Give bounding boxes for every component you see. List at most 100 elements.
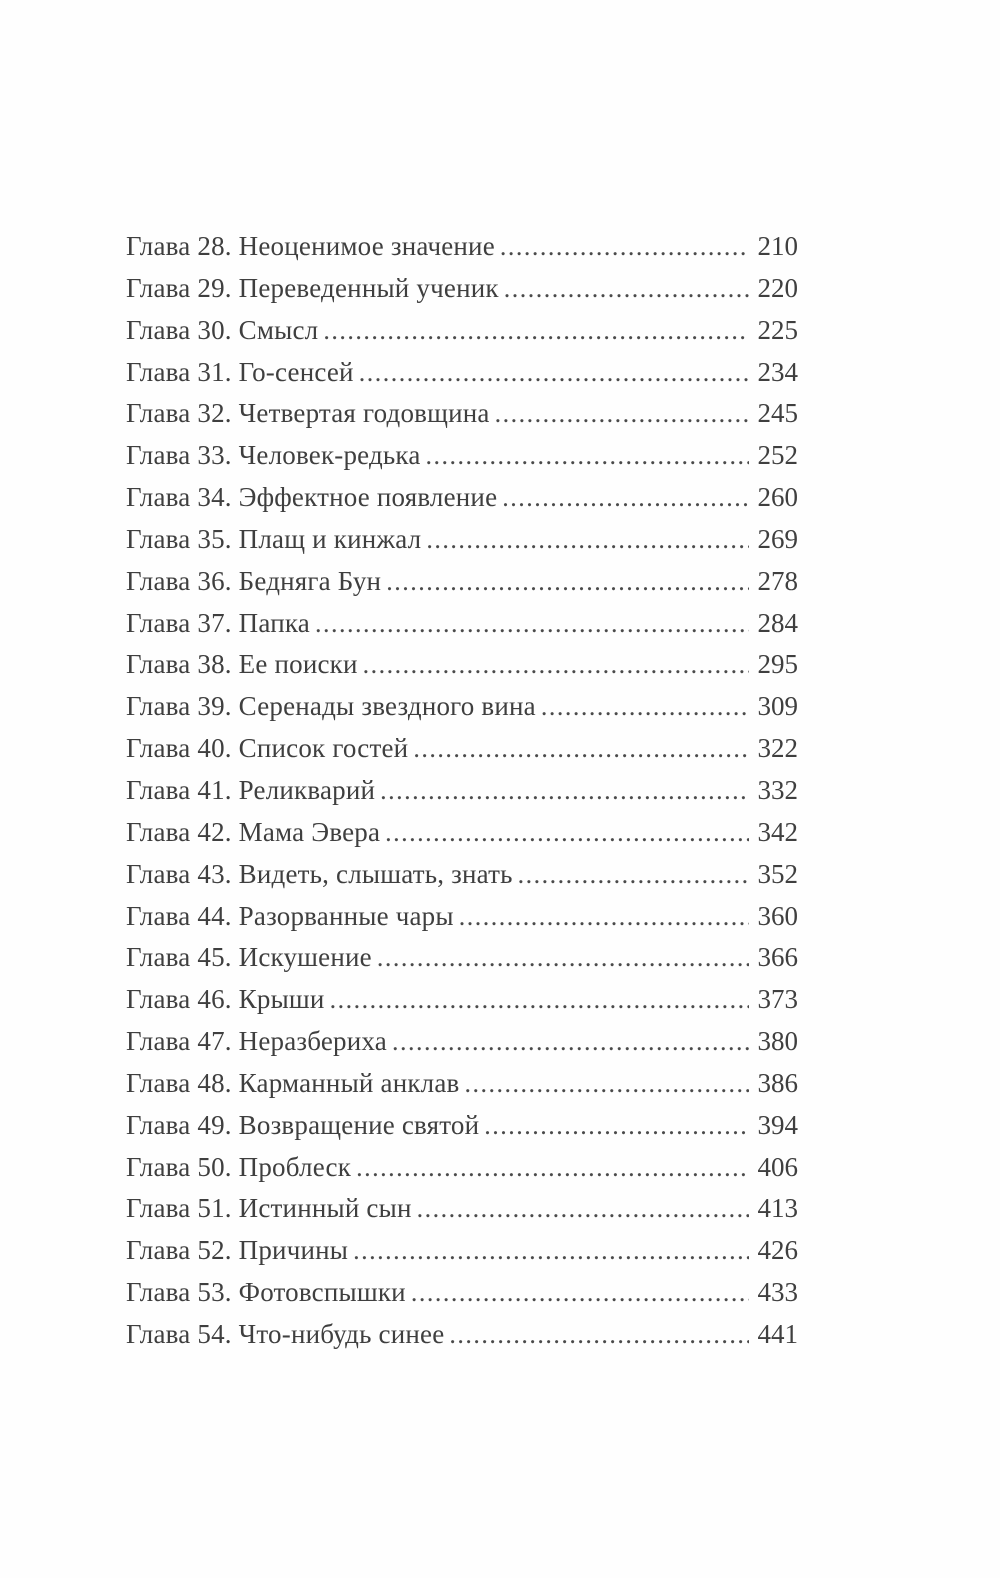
chapter-page-number: 245 xyxy=(757,398,799,429)
chapter-title: Глава 47. Неразбериха xyxy=(126,1026,387,1057)
dot-leader xyxy=(353,1230,748,1272)
chapter-page-number: 234 xyxy=(757,356,799,387)
toc-entry: Глава 44. Разорванные чары 360 xyxy=(126,896,798,938)
chapter-page-number: 252 xyxy=(757,440,799,471)
dot-leader xyxy=(377,937,749,979)
chapter-page-number: 366 xyxy=(757,942,799,973)
toc-entry: Глава 31. Го-сенсей 234 xyxy=(126,352,798,394)
dot-leader xyxy=(363,644,749,686)
chapter-title: Глава 53. Фотовспышки xyxy=(126,1277,406,1308)
toc-entry: Глава 43. Видеть, слышать, знать 352 xyxy=(126,854,798,896)
chapter-title: Глава 49. Возвращение святой xyxy=(126,1109,480,1140)
chapter-title: Глава 48. Карманный анклав xyxy=(126,1067,460,1098)
dot-leader xyxy=(323,310,748,352)
chapter-page-number: 322 xyxy=(757,733,799,764)
chapter-title: Глава 38. Ее поиски xyxy=(126,649,358,680)
chapter-page-number: 309 xyxy=(757,691,799,722)
dot-leader xyxy=(495,393,749,435)
chapter-title: Глава 51. Истинный сын xyxy=(126,1193,412,1224)
toc-entry: Глава 50. Проблеск 406 xyxy=(126,1147,798,1189)
dot-leader xyxy=(411,1272,749,1314)
chapter-page-number: 278 xyxy=(757,565,799,596)
toc-entry: Глава 30. Смысл 225 xyxy=(126,310,798,352)
chapter-page-number: 352 xyxy=(757,858,799,889)
toc-entry: Глава 42. Мама Эвера 342 xyxy=(126,812,798,854)
dot-leader xyxy=(504,268,749,310)
toc-entry: Глава 40. Список гостей 322 xyxy=(126,728,798,770)
chapter-page-number: 441 xyxy=(757,1318,799,1349)
toc-entry: Глава 36. Бедняга Бун 278 xyxy=(126,561,798,603)
chapter-page-number: 269 xyxy=(757,523,799,554)
chapter-title: Глава 52. Причины xyxy=(126,1235,349,1266)
chapter-title: Глава 45. Искушение xyxy=(126,942,372,973)
chapter-title: Глава 35. Плащ и кинжал xyxy=(126,523,422,554)
toc-entry: Глава 45. Искушение 366 xyxy=(126,937,798,979)
chapter-title: Глава 31. Го-сенсей xyxy=(126,356,354,387)
chapter-page-number: 413 xyxy=(757,1193,799,1224)
chapter-title: Глава 29. Переведенный ученик xyxy=(126,272,499,303)
dot-leader xyxy=(413,728,748,770)
chapter-page-number: 380 xyxy=(757,1026,799,1057)
chapter-page-number: 394 xyxy=(757,1109,799,1140)
chapter-title: Глава 42. Мама Эвера xyxy=(126,816,381,847)
chapter-title: Глава 37. Папка xyxy=(126,607,310,638)
dot-leader xyxy=(464,1063,748,1105)
dot-leader xyxy=(359,352,749,394)
toc-entry: Глава 29. Переведенный ученик 220 xyxy=(126,268,798,310)
chapter-title: Глава 43. Видеть, слышать, знать xyxy=(126,858,513,889)
toc-entry: Глава 28. Неоценимое значение 210 xyxy=(126,226,798,268)
chapter-title: Глава 34. Эффектное появление xyxy=(126,482,498,513)
dot-leader xyxy=(392,1021,749,1063)
chapter-page-number: 386 xyxy=(757,1067,799,1098)
dot-leader xyxy=(426,435,749,477)
toc-entry: Глава 54. Что-нибудь синее 441 xyxy=(126,1314,798,1356)
chapter-title: Глава 33. Человек-редька xyxy=(126,440,421,471)
chapter-page-number: 220 xyxy=(757,272,799,303)
dot-leader xyxy=(386,561,748,603)
chapter-page-number: 373 xyxy=(757,984,799,1015)
chapter-page-number: 260 xyxy=(757,482,799,513)
chapter-page-number: 342 xyxy=(757,816,799,847)
toc-entry: Глава 41. Реликварий 332 xyxy=(126,770,798,812)
dot-leader xyxy=(518,854,749,896)
chapter-page-number: 284 xyxy=(757,607,799,638)
chapter-title: Глава 46. Крыши xyxy=(126,984,325,1015)
toc-entry: Глава 35. Плащ и кинжал 269 xyxy=(126,519,798,561)
table-of-contents: Глава 28. Неоценимое значение 210 Глава … xyxy=(126,226,798,1356)
toc-entry: Глава 47. Неразбериха 380 xyxy=(126,1021,798,1063)
dot-leader xyxy=(449,1314,748,1356)
chapter-title: Глава 40. Список гостей xyxy=(126,733,409,764)
dot-leader xyxy=(385,812,748,854)
toc-entry: Глава 49. Возвращение святой 394 xyxy=(126,1105,798,1147)
chapter-page-number: 225 xyxy=(757,314,799,345)
toc-entry: Глава 32. Четвертая годовщина 245 xyxy=(126,393,798,435)
dot-leader xyxy=(541,686,749,728)
toc-entry: Глава 33. Человек-редька 252 xyxy=(126,435,798,477)
chapter-title: Глава 30. Смысл xyxy=(126,314,319,345)
chapter-title: Глава 28. Неоценимое значение xyxy=(126,231,495,261)
toc-entry: Глава 39. Серенады звездного вина 309 xyxy=(126,686,798,728)
toc-entry: Глава 51. Истинный сын 413 xyxy=(126,1188,798,1230)
chapter-page-number: 406 xyxy=(757,1151,799,1182)
dot-leader xyxy=(380,770,748,812)
toc-entry: Глава 48. Карманный анклав 386 xyxy=(126,1063,798,1105)
toc-entry: Глава 52. Причины 426 xyxy=(126,1230,798,1272)
chapter-title: Глава 54. Что-нибудь синее xyxy=(126,1318,445,1349)
dot-leader xyxy=(500,226,749,268)
chapter-page-number: 210 xyxy=(757,231,799,261)
chapter-title: Глава 44. Разорванные чары xyxy=(126,900,454,931)
dot-leader xyxy=(417,1188,749,1230)
dot-leader xyxy=(502,477,748,519)
dot-leader xyxy=(484,1105,748,1147)
dot-leader xyxy=(315,603,749,645)
dot-leader xyxy=(426,519,748,561)
toc-entry: Глава 38. Ее поиски 295 xyxy=(126,644,798,686)
chapter-title: Глава 32. Четвертая годовщина xyxy=(126,398,490,429)
toc-entry: Глава 53. Фотовспышки 433 xyxy=(126,1272,798,1314)
chapter-title: Глава 41. Реликварий xyxy=(126,774,376,805)
toc-entry: Глава 37. Папка 284 xyxy=(126,603,798,645)
toc-entry: Глава 34. Эффектное появление 260 xyxy=(126,477,798,519)
chapter-page-number: 295 xyxy=(757,649,799,680)
chapter-page-number: 433 xyxy=(757,1277,799,1308)
